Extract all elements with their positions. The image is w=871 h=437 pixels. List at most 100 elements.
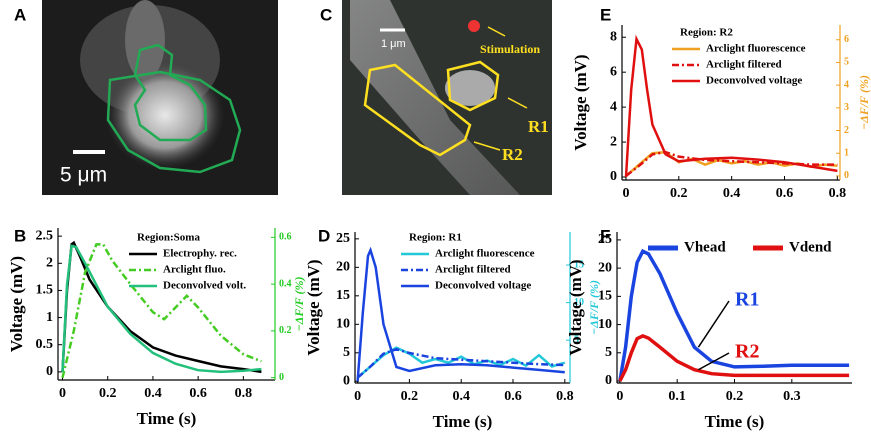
x-tick-label: 0.3 bbox=[783, 389, 801, 404]
panel-label: F bbox=[600, 226, 610, 245]
data-line bbox=[624, 34, 838, 178]
x-tick-label: 0.8 bbox=[235, 386, 253, 401]
y-axis-label: Voltage (mV) bbox=[566, 259, 585, 355]
y-tick-label: 15 bbox=[598, 289, 612, 304]
image-a: 5 μm bbox=[42, 0, 278, 195]
panel-label: B bbox=[14, 226, 26, 245]
x-tick-label: 0.2 bbox=[670, 186, 688, 201]
y2-tick-label: 0 bbox=[279, 372, 284, 383]
legend-label: Arclight fluo. bbox=[163, 264, 226, 276]
y2-tick-label: 0.6 bbox=[279, 232, 292, 243]
x-tick-label: 0.4 bbox=[452, 389, 470, 404]
y-tick-label: 2 bbox=[46, 256, 53, 271]
x-tick-label: 0 bbox=[616, 389, 623, 404]
y-axis-label: Voltage (mV) bbox=[7, 256, 26, 352]
legend-title: Region:Soma bbox=[137, 232, 200, 244]
legend-label: Arclight filtered bbox=[706, 59, 782, 71]
y-axis-label: Voltage (mV) bbox=[571, 54, 590, 150]
legend-label: Arclight filtered bbox=[435, 264, 511, 276]
y2-axis-label: −ΔF/F (%) bbox=[292, 277, 306, 332]
x-axis-label: Time (s) bbox=[705, 412, 765, 431]
data-line bbox=[61, 243, 262, 378]
panel-label: A bbox=[14, 5, 26, 24]
panel-label: E bbox=[600, 5, 611, 24]
scale-bar-label: 1 μm bbox=[381, 38, 406, 50]
annotation-arrow bbox=[698, 352, 730, 371]
y-tick-label: 2 bbox=[610, 134, 617, 149]
legend-label: Arclight fluorescence bbox=[706, 43, 806, 55]
legend-label: Arclight fluorescence bbox=[435, 248, 535, 260]
y-tick-label: 0.5 bbox=[36, 337, 54, 352]
x-tick-label: 0.6 bbox=[504, 389, 522, 404]
data-line bbox=[356, 347, 565, 379]
x-tick-label: 0.2 bbox=[99, 386, 117, 401]
y2-tick-label: 5 bbox=[844, 57, 849, 68]
y-tick-label: 8 bbox=[610, 29, 617, 44]
y2-tick-label: 0.2 bbox=[279, 325, 292, 336]
y-tick-label: 0 bbox=[343, 374, 350, 389]
y-tick-label: 20 bbox=[598, 260, 612, 275]
y2-axis-label: −ΔF/F (%) bbox=[587, 280, 601, 335]
y2-tick-label: 15 bbox=[574, 259, 584, 270]
x-tick-label: 0 bbox=[59, 386, 66, 401]
y-tick-label: 1.5 bbox=[36, 283, 54, 298]
y-tick-label: 1 bbox=[46, 310, 53, 325]
annotation: R2 bbox=[735, 341, 759, 363]
data-line bbox=[356, 246, 565, 382]
panel-label: C bbox=[320, 5, 332, 24]
legend-title: Region: R2 bbox=[680, 27, 733, 39]
x-tick-label: 0.2 bbox=[726, 389, 744, 404]
x-tick-label: 0.4 bbox=[723, 186, 741, 201]
y-axis-label: Voltage (mV) bbox=[304, 259, 323, 355]
y-tick-label: 15 bbox=[336, 288, 350, 303]
y-tick-label: 10 bbox=[336, 317, 350, 332]
legend-label: Electrophy. rec. bbox=[163, 248, 237, 260]
y-tick-label: 6 bbox=[610, 64, 617, 79]
x-tick-label: 0.8 bbox=[556, 389, 574, 404]
x-tick-label: 0.1 bbox=[668, 389, 686, 404]
data-line bbox=[625, 150, 838, 177]
x-tick-label: 0 bbox=[354, 389, 361, 404]
data-line bbox=[618, 248, 850, 382]
scale-bar-label: 5 μm bbox=[60, 164, 107, 187]
region-label: R2 bbox=[502, 145, 523, 164]
y2-tick-label: 0.4 bbox=[279, 278, 292, 289]
y-tick-label: 0 bbox=[46, 364, 53, 379]
y2-tick-label: 10 bbox=[574, 297, 584, 308]
y2-tick-label: 3 bbox=[844, 102, 849, 113]
data-line bbox=[61, 244, 262, 374]
y-tick-label: 5 bbox=[343, 345, 350, 360]
y2-tick-label: 2 bbox=[844, 125, 849, 136]
annotation: R1 bbox=[735, 289, 759, 311]
y-tick-label: 25 bbox=[598, 232, 612, 247]
annotation: Stimulation bbox=[480, 42, 540, 56]
y2-tick-label: 1 bbox=[844, 148, 849, 159]
y2-tick-label: 0 bbox=[844, 170, 849, 181]
legend-title: Region: R1 bbox=[409, 232, 462, 244]
legend-label: Deconvolved voltage bbox=[435, 280, 531, 292]
legend-label: Deconvolved voltage bbox=[706, 75, 802, 87]
y-tick-label: 25 bbox=[336, 231, 350, 246]
x-tick-label: 0.6 bbox=[189, 386, 207, 401]
x-tick-label: 0.6 bbox=[776, 186, 794, 201]
image-c: 1 μm Stimulation R1 R2 bbox=[342, 0, 552, 195]
y2-tick-label: 4 bbox=[844, 79, 849, 90]
y2-tick-label: 5 bbox=[574, 334, 579, 345]
x-tick-label: 0.2 bbox=[401, 389, 419, 404]
annotation-arrow bbox=[697, 300, 730, 348]
y-tick-label: 5 bbox=[605, 345, 612, 360]
legend-label: Vdend bbox=[789, 239, 832, 255]
y-tick-label: 10 bbox=[598, 317, 612, 332]
legend-label: Deconvolved volt. bbox=[163, 280, 246, 292]
y-tick-label: 20 bbox=[336, 260, 350, 275]
y-tick-label: 2.5 bbox=[36, 228, 54, 243]
y2-tick-label: 6 bbox=[844, 34, 849, 45]
region-label: R1 bbox=[528, 117, 549, 136]
y-tick-label: 4 bbox=[610, 99, 617, 114]
y2-axis-label: −ΔF/F (%) bbox=[857, 75, 871, 130]
y-tick-label: 0 bbox=[605, 373, 612, 388]
legend-label: Vhead bbox=[684, 239, 726, 255]
x-tick-label: 0 bbox=[622, 186, 629, 201]
data-line bbox=[61, 240, 262, 374]
